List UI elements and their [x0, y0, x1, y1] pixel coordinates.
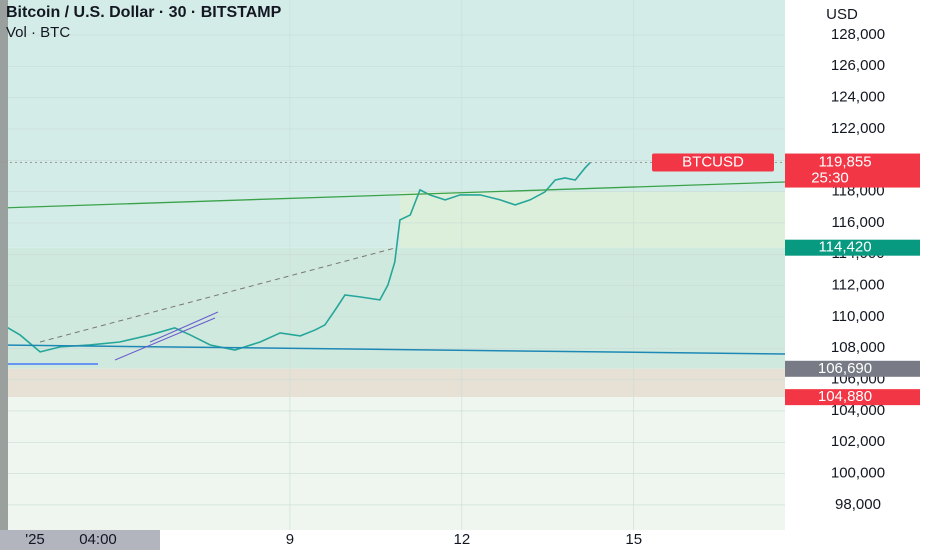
channel-line — [114, 317, 216, 361]
time-axis — [0, 530, 785, 550]
y-tick-label: 110,000 — [831, 308, 884, 325]
x-tick-label: 9 — [286, 531, 294, 548]
countdown-label: 25:30 — [811, 170, 849, 187]
zone — [0, 247, 785, 369]
level-tag — [785, 239, 920, 256]
price-tag-label: 119,855 — [818, 154, 871, 171]
y-tick-label: 102,000 — [831, 433, 885, 450]
symbol-label: BTCUSD — [682, 154, 744, 171]
support-line — [0, 344, 786, 355]
x-tick-label: 12 — [453, 531, 470, 548]
y-tick-label: 104,000 — [831, 402, 885, 419]
price-tag — [785, 153, 920, 188]
price-line — [0, 161, 591, 353]
channel-line — [149, 311, 219, 343]
level-label: 106,690 — [818, 360, 872, 377]
y-tick-label: 100,000 — [831, 465, 885, 482]
y-tick-label: 112,000 — [831, 277, 884, 294]
y-tick-label: 108,000 — [831, 339, 885, 356]
zone — [0, 397, 785, 530]
zone — [399, 191, 785, 248]
y-tick-label: 124,000 — [831, 89, 885, 106]
symbol-tag — [652, 153, 774, 172]
x-tick-label: 15 — [625, 531, 642, 548]
chart-title: Bitcoin / U.S. Dollar · 30 · BITSTAMP — [6, 4, 282, 21]
projection-line — [39, 247, 396, 343]
left-edge — [0, 0, 8, 530]
y-tick-label: 126,000 — [831, 57, 885, 74]
y-tick-label: 128,000 — [831, 26, 885, 43]
level-label: 104,880 — [818, 388, 872, 405]
time-highlight — [0, 530, 160, 550]
axis-unit: USD — [826, 6, 858, 23]
y-tick-label: 116,000 — [831, 214, 884, 231]
level-label: 114,420 — [818, 239, 871, 256]
price-axis — [785, 0, 932, 550]
level-tag — [785, 360, 920, 377]
zone — [0, 368, 785, 398]
level-tag — [785, 389, 920, 406]
time-label: '25 — [25, 531, 45, 548]
y-tick-label: 122,000 — [831, 120, 885, 137]
volume-label: Vol · BTC — [6, 24, 70, 41]
y-tick-label: 98,000 — [835, 496, 881, 513]
trend-line — [0, 181, 786, 209]
time-label: 04:00 — [79, 531, 117, 548]
